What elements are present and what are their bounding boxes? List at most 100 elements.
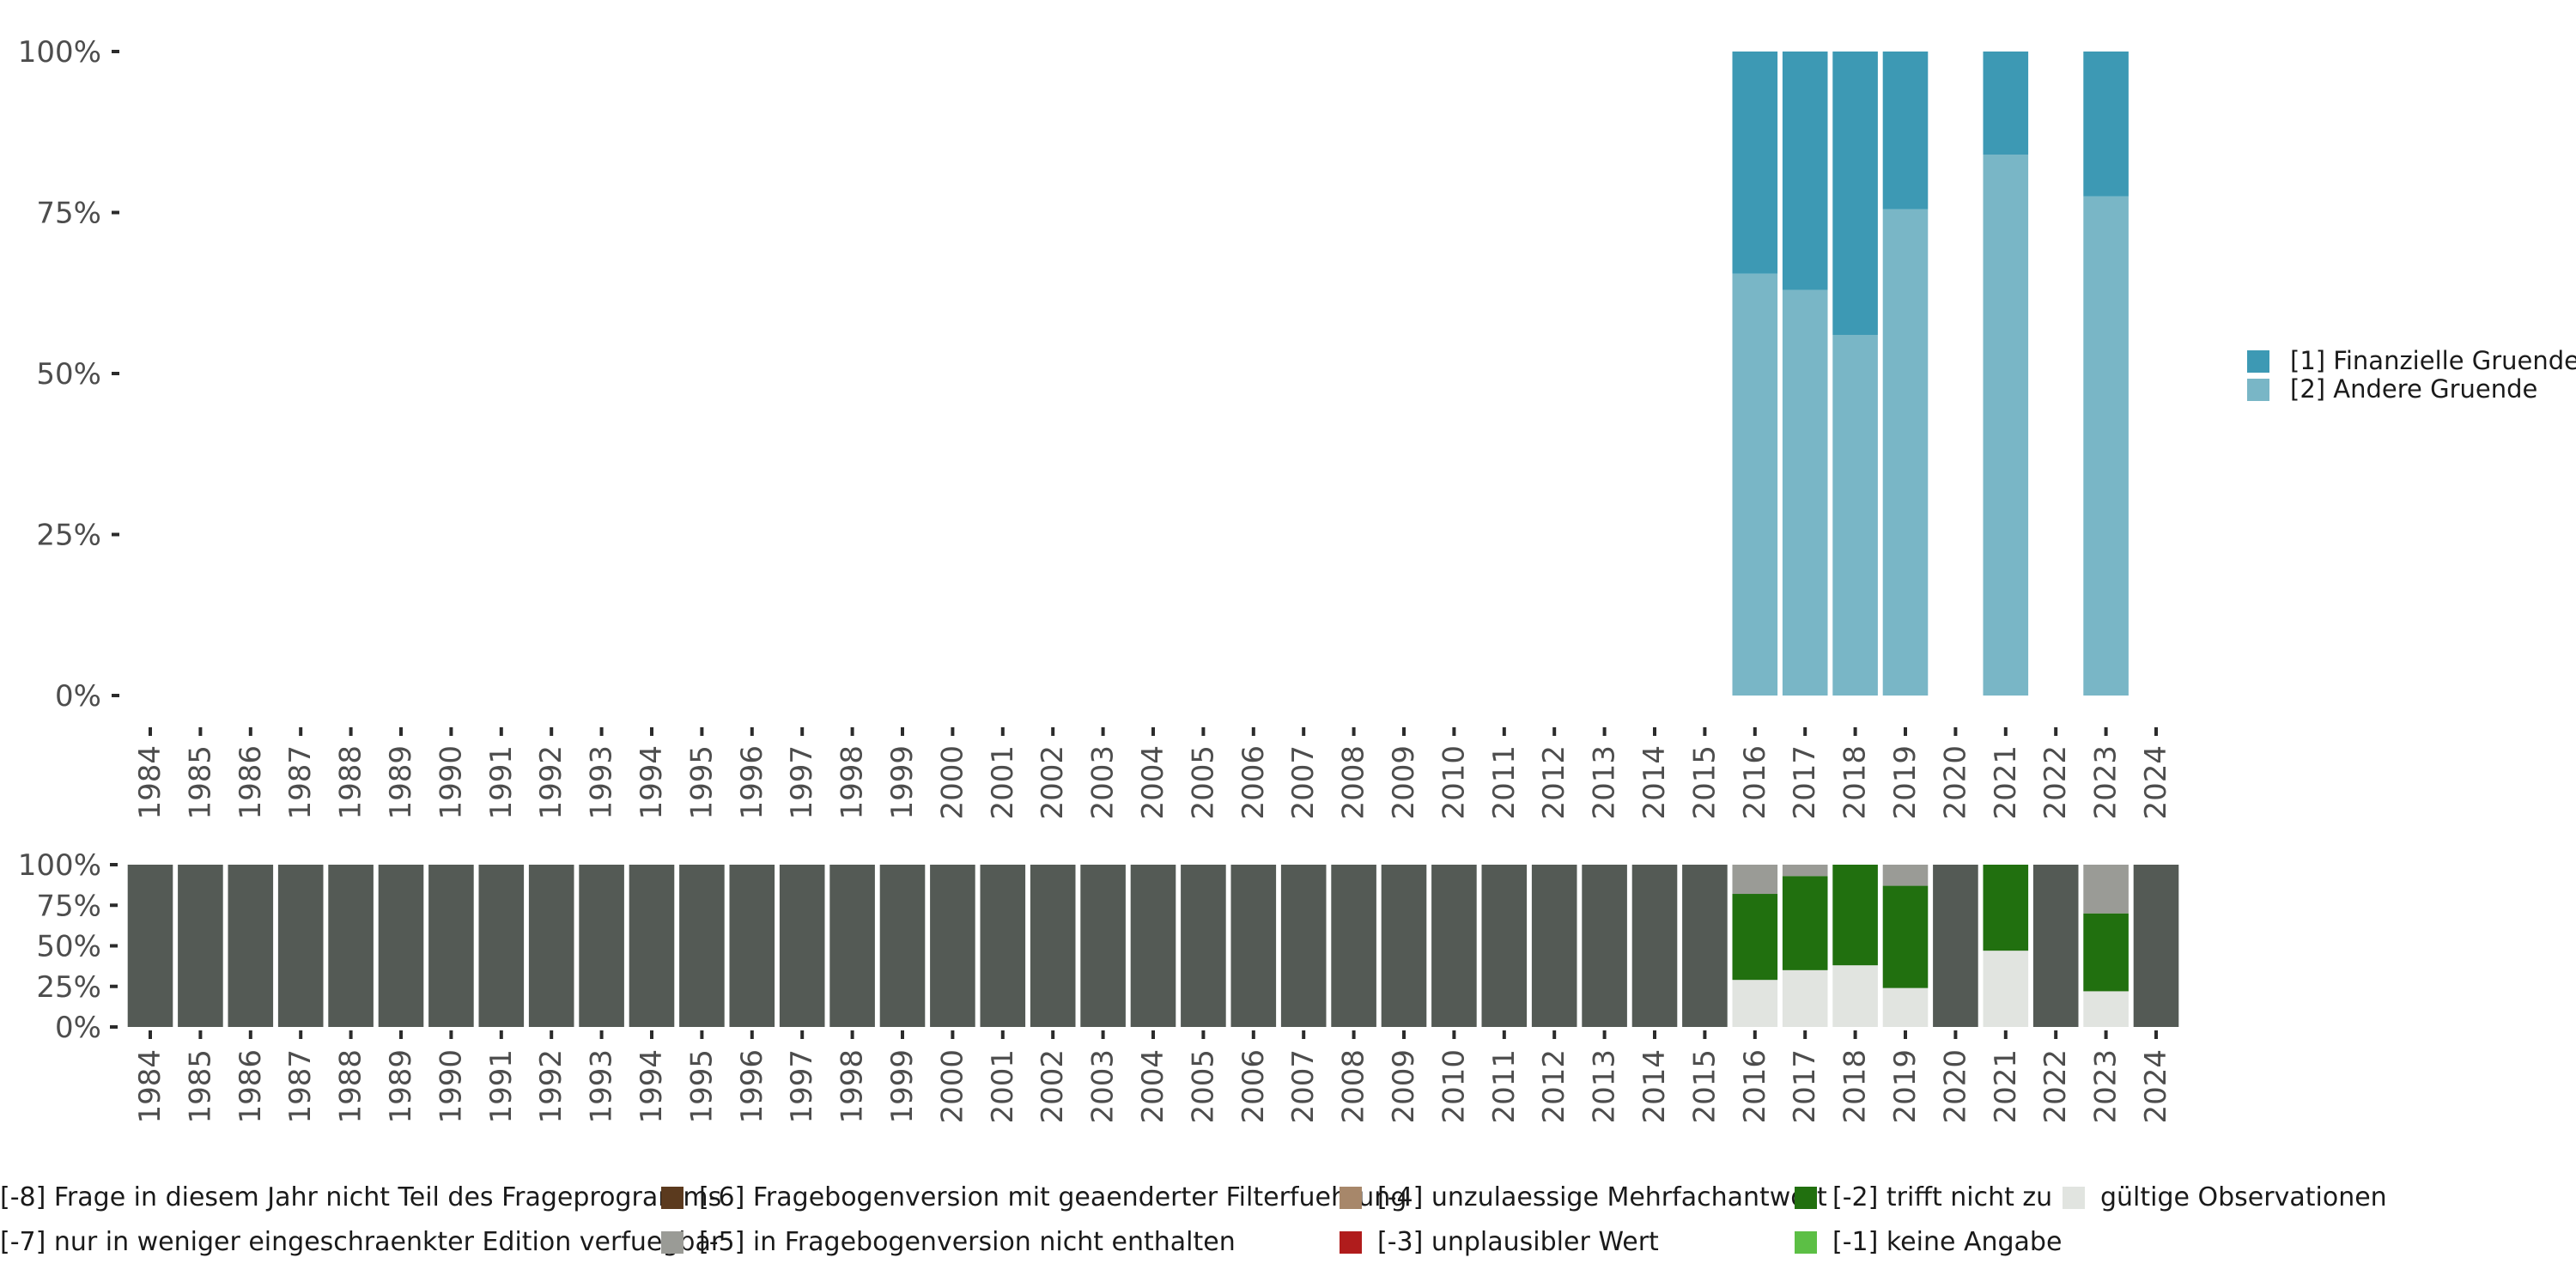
top-x-tick-label: 2024 xyxy=(2139,745,2173,820)
top-x-tick-label: 2010 xyxy=(1437,745,1471,820)
bottom-x-tick-label: 2016 xyxy=(1738,1049,1772,1124)
bottom-x-tick-label: 1997 xyxy=(785,1049,819,1124)
top-x-tick-label: 2007 xyxy=(1286,745,1321,820)
bottom-bar-gueltig-2016 xyxy=(1732,980,1778,1027)
bottom-x-tick-label: 1984 xyxy=(133,1049,167,1124)
bottom-bar-m5-2017 xyxy=(1782,865,1828,877)
top-bar-finanzielle-gruende-2023 xyxy=(2083,52,2129,197)
bottom-legend-label: [-3] unplausibler Wert xyxy=(1377,1227,1659,1257)
bottom-bar-m8-2011 xyxy=(1481,865,1528,1027)
bottom-x-tick-label: 1995 xyxy=(684,1049,719,1124)
bottom-bar-m8-2005 xyxy=(1181,865,1226,1027)
bottom-legend-swatch xyxy=(2063,1187,2085,1209)
top-bar-andere-gruende-2023 xyxy=(2083,196,2129,696)
bottom-x-tick-label: 1986 xyxy=(234,1049,268,1124)
top-x-tick-label: 1998 xyxy=(835,745,870,820)
bottom-x-tick-label: 2017 xyxy=(1788,1049,1822,1124)
bottom-bar-m8-1990 xyxy=(428,865,474,1027)
bottom-chart: 0% 25% 50% 75% 100% 1984 1985 1986 1987 1988 1989 1… xyxy=(18,848,2179,1124)
bottom-y-tick-label: 0% xyxy=(55,1011,101,1045)
bottom-x-tick-label: 2005 xyxy=(1186,1049,1220,1124)
top-bar-andere-gruende-2016 xyxy=(1732,273,1778,696)
bottom-bar-m8-2006 xyxy=(1230,865,1277,1027)
bottom-x-tick-label: 2014 xyxy=(1637,1049,1672,1124)
bottom-bar-gueltig-2018 xyxy=(1832,965,1878,1027)
top-x-tick-label: 1986 xyxy=(234,745,268,820)
bottom-x-tick-label: 2000 xyxy=(935,1049,969,1124)
bottom-y-tick-label: 25% xyxy=(36,970,101,1005)
bottom-x-tick-label: 2018 xyxy=(1838,1049,1873,1124)
bottom-legend-swatch xyxy=(661,1231,683,1254)
bottom-x-tick-label: 1989 xyxy=(384,1049,418,1124)
top-x-tick-label: 1988 xyxy=(334,745,368,820)
bottom-bar-m8-1989 xyxy=(378,865,424,1027)
bottom-bar-m2-2018 xyxy=(1832,865,1878,966)
top-x-tick-label: 2016 xyxy=(1738,745,1772,820)
bottom-x-tick-label: 2019 xyxy=(1888,1049,1923,1124)
top-x-tick-label: 2004 xyxy=(1136,745,1170,820)
bottom-bar-m8-2012 xyxy=(1531,865,1577,1027)
bottom-x-tick-label: 2022 xyxy=(2038,1049,2073,1124)
bottom-bar-m8-2008 xyxy=(1331,865,1376,1027)
bottom-legend-label: [-7] nur in weniger eingeschraenkter Edi… xyxy=(0,1227,722,1257)
bottom-bar-m8-1997 xyxy=(779,865,825,1027)
top-x-tick-label: 2009 xyxy=(1387,745,1421,820)
bottom-bar-m8-2001 xyxy=(980,865,1026,1027)
bottom-x-tick-label: 1988 xyxy=(334,1049,368,1124)
bottom-bar-m5-2023 xyxy=(2083,865,2129,914)
bottom-legend-swatch xyxy=(1340,1231,1362,1254)
top-x-tick-label: 1997 xyxy=(785,745,819,820)
bottom-bar-m8-1984 xyxy=(127,865,173,1027)
bottom-y-tick-label: 100% xyxy=(18,848,101,883)
top-x-tick-label: 2000 xyxy=(935,745,969,820)
right-legend-swatch xyxy=(2247,350,2269,373)
bottom-bar-m2-2016 xyxy=(1732,894,1778,981)
bottom-x-tick-label: 2008 xyxy=(1337,1049,1371,1124)
bottom-bar-gueltig-2019 xyxy=(1882,987,1929,1027)
bottom-x-tick-label: 2023 xyxy=(2089,1049,2123,1124)
top-x-tick-label: 2015 xyxy=(1687,745,1722,820)
top-x-tick-label: 1987 xyxy=(283,745,318,820)
top-y-tick-label: 0% xyxy=(55,679,101,714)
bottom-x-tick-label: 2002 xyxy=(1036,1049,1070,1124)
top-bar-andere-gruende-2021 xyxy=(1983,155,2029,696)
bottom-legend-swatch xyxy=(1795,1187,1817,1209)
top-x-tick-label: 2017 xyxy=(1788,745,1822,820)
bottom-x-tick-label: 2003 xyxy=(1086,1049,1121,1124)
bottom-bar-m2-2021 xyxy=(1983,865,2029,951)
top-x-tick-label: 1992 xyxy=(534,745,568,820)
bottom-x-tick-label: 2015 xyxy=(1687,1049,1722,1124)
top-x-tick-label: 2022 xyxy=(2038,745,2073,820)
bottom-x-tick-label: 1994 xyxy=(635,1049,669,1124)
bottom-x-tick-label: 1990 xyxy=(434,1049,468,1124)
bottom-bar-m2-2017 xyxy=(1782,876,1828,970)
top-x-tick-label: 1991 xyxy=(484,745,519,820)
bottom-bar-m5-2016 xyxy=(1732,865,1778,895)
bottom-x-tick-label: 2021 xyxy=(1989,1049,2023,1124)
bottom-bar-m8-1988 xyxy=(328,865,374,1027)
bottom-bar-m8-2022 xyxy=(2032,865,2079,1027)
bottom-x-tick-label: 1992 xyxy=(534,1049,568,1124)
bottom-x-tick-label: 2012 xyxy=(1537,1049,1571,1124)
bottom-x-tick-label: 1991 xyxy=(484,1049,519,1124)
bottom-x-tick-label: 1985 xyxy=(183,1049,217,1124)
bottom-x-tick-label: 2007 xyxy=(1286,1049,1321,1124)
bottom-x-tick-label: 2011 xyxy=(1487,1049,1522,1124)
bottom-bar-m8-2024 xyxy=(2133,865,2179,1027)
top-bar-finanzielle-gruende-2017 xyxy=(1782,52,1828,290)
bottom-x-tick-label: 2004 xyxy=(1136,1049,1170,1124)
bottom-x-tick-label: 2001 xyxy=(986,1049,1020,1124)
top-x-tick-label: 1995 xyxy=(684,745,719,820)
top-x-tick-label: 1993 xyxy=(585,745,619,820)
bottom-x-tick-label: 1999 xyxy=(885,1049,920,1124)
bottom-bar-m8-1996 xyxy=(729,865,775,1027)
bottom-bar-m8-2002 xyxy=(1030,865,1076,1027)
top-chart: 0% 25% 50% 75% 100% 1984 1985 1986 1987 1988 1989 1… xyxy=(18,35,2173,820)
bottom-legend: [-8] Frage in diesem Jahr nicht Teil des… xyxy=(0,1182,2387,1257)
top-bar-finanzielle-gruende-2018 xyxy=(1832,52,1878,335)
top-x-tick-label: 2002 xyxy=(1036,745,1070,820)
bottom-bar-gueltig-2021 xyxy=(1983,951,2029,1027)
right-legend-label: [1] Finanzielle Gruende xyxy=(2290,346,2576,375)
top-bar-andere-gruende-2019 xyxy=(1882,209,1929,696)
